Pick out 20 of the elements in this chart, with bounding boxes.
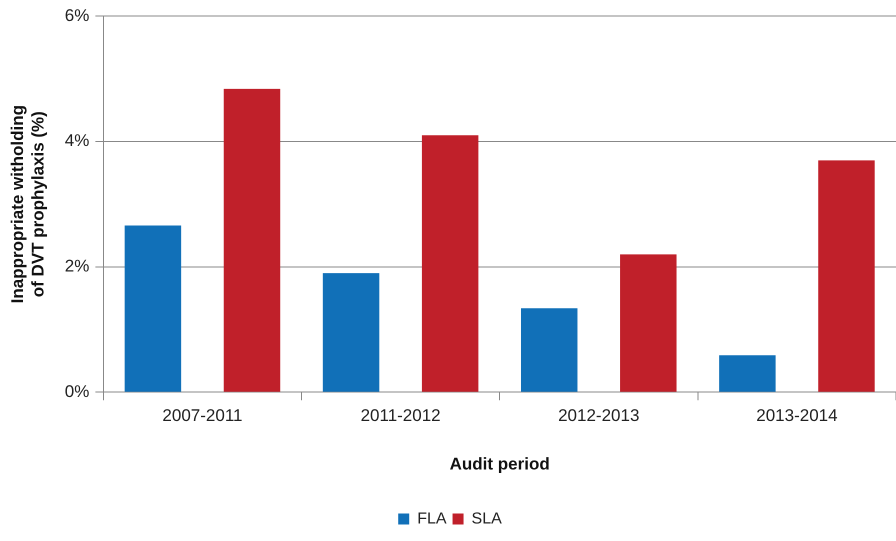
x-tick-label: 2011-2012	[360, 406, 441, 426]
bar	[719, 355, 776, 392]
x-tick-label: 2012-2013	[558, 406, 640, 426]
bar	[818, 160, 875, 392]
x-tick-label: 2013-2014	[756, 406, 838, 426]
bar	[620, 254, 677, 392]
bar	[224, 88, 280, 392]
bar	[124, 226, 182, 392]
y-tick-label: 6%	[64, 6, 90, 25]
y-axis-title: Inappropriate witholding of DVT prophylaxis (%)	[8, 105, 48, 304]
y-tick-label: 4%	[64, 131, 90, 150]
x-tick-label: 2007-2011	[162, 406, 242, 426]
bar	[422, 135, 478, 392]
y-tick-label: 2%	[64, 256, 90, 276]
legend-label: FLA	[417, 510, 447, 528]
legend-label: SLA	[472, 510, 502, 528]
x-axis-title: Audit period	[450, 454, 550, 474]
y-tick-label: 0%	[64, 382, 90, 401]
bar	[322, 273, 380, 392]
bar	[520, 308, 578, 392]
